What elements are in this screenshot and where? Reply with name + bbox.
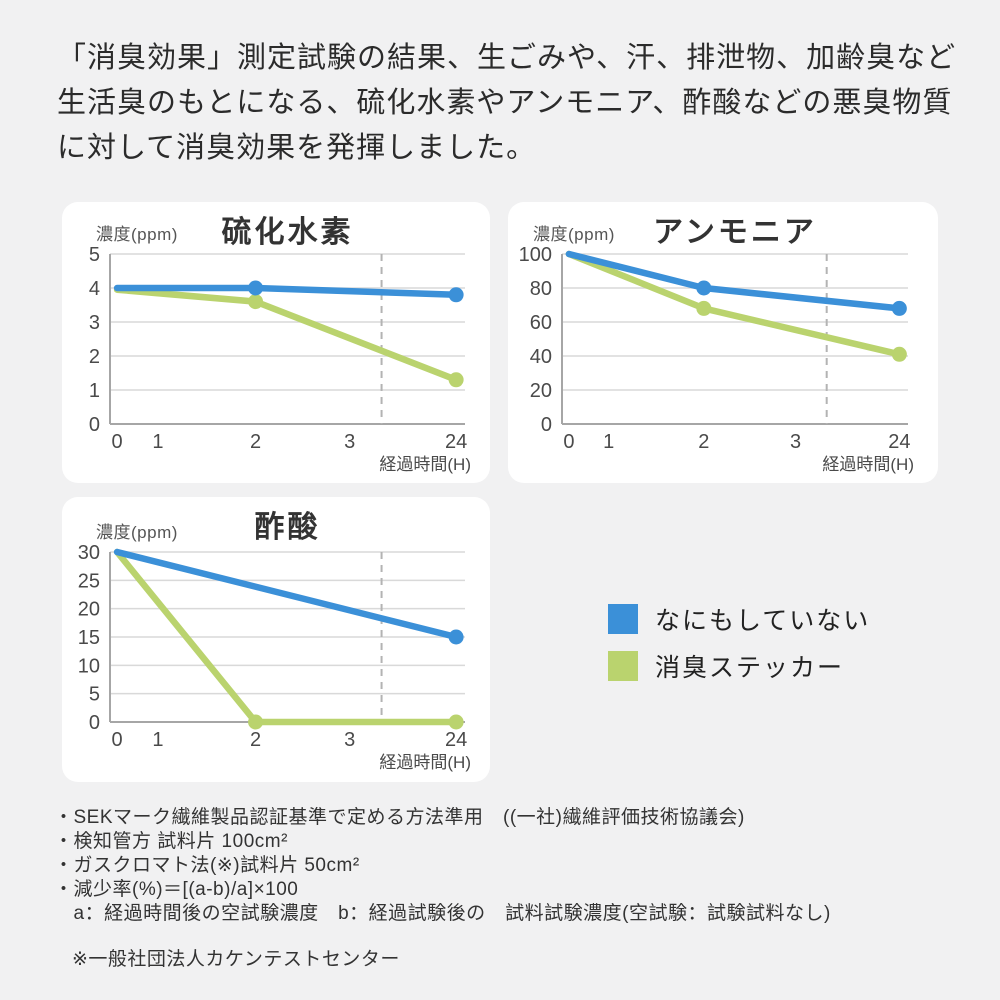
svg-text:3: 3 xyxy=(344,729,355,751)
svg-text:0: 0 xyxy=(112,431,123,453)
svg-text:2: 2 xyxy=(250,431,261,453)
legend-item-untreated: なにもしていない xyxy=(608,604,871,635)
legend-label-untreated: なにもしていない xyxy=(655,607,871,635)
legend-item-deodorant-sticker: 消臭ステッカー xyxy=(608,651,870,682)
svg-text:40: 40 xyxy=(530,346,552,368)
ammonia-line-chart: 0 20 40 60 80 100 0 1 2 3 24 経過時間(H) xyxy=(519,244,914,474)
chart-title-ammonia: アンモニア xyxy=(653,216,817,249)
footnote-line: ・ガスクロマト法(※)試料片 50cm² xyxy=(54,855,360,876)
svg-text:24: 24 xyxy=(445,431,467,453)
svg-text:1: 1 xyxy=(603,431,614,453)
svg-text:0: 0 xyxy=(563,431,574,453)
acetic-acid-line-chart: 0 5 10 15 20 25 30 0 1 2 3 24 経過時間(H) xyxy=(78,542,471,772)
svg-text:1: 1 xyxy=(89,380,100,402)
svg-text:24: 24 xyxy=(888,431,910,453)
svg-text:2: 2 xyxy=(250,729,261,751)
svg-text:1: 1 xyxy=(152,431,163,453)
svg-text:0: 0 xyxy=(541,414,552,436)
footnote-line: ・減少率(%)＝[(a-b)/a]×100 xyxy=(54,879,299,900)
intro-paragraph: 「消臭効果」測定試験の結果、生ごみや、汗、排泄物、加齢臭など生活臭のもとになる、… xyxy=(57,42,957,164)
footnotes: ・SEKマーク繊維製品認証基準で定める方法準用 ((一社)繊維評価技術協議会) … xyxy=(54,806,831,926)
svg-text:2: 2 xyxy=(89,346,100,368)
y-axis-unit-label: 濃度(ppm) xyxy=(533,225,615,244)
svg-text:20: 20 xyxy=(530,380,552,402)
svg-text:30: 30 xyxy=(78,542,100,564)
svg-text:60: 60 xyxy=(530,312,552,334)
svg-text:0: 0 xyxy=(112,729,123,751)
y-axis-unit-label: 濃度(ppm) xyxy=(96,523,178,542)
chart-title-hydrogen-sulfide: 硫化水素 xyxy=(221,216,354,249)
svg-text:経過時間(H): 経過時間(H) xyxy=(379,455,471,474)
svg-text:0: 0 xyxy=(89,414,100,436)
svg-text:2: 2 xyxy=(698,431,709,453)
hydrogen-sulfide-line-chart: 0 1 2 3 4 5 0 1 2 3 24 経過時間(H) xyxy=(89,244,471,474)
svg-text:1: 1 xyxy=(152,729,163,751)
footnote-line: ・SEKマーク繊維製品認証基準で定める方法準用 ((一社)繊維評価技術協議会) xyxy=(54,807,745,828)
svg-text:20: 20 xyxy=(78,599,100,621)
svg-text:10: 10 xyxy=(78,655,100,677)
legend-label-deodorant-sticker: 消臭ステッカー xyxy=(655,654,845,682)
chart-card-ammonia: 濃度(ppm) アンモニア 0 20 40 60 80 100 0 1 2 3 24 経過時間(H) xyxy=(508,202,938,483)
svg-text:80: 80 xyxy=(530,278,552,300)
svg-text:5: 5 xyxy=(89,244,100,266)
svg-text:3: 3 xyxy=(89,312,100,334)
testing-agency-note: ※一般社団法人カケンテストセンター xyxy=(72,949,400,970)
svg-text:24: 24 xyxy=(445,729,467,751)
svg-text:25: 25 xyxy=(78,570,100,592)
svg-text:3: 3 xyxy=(344,431,355,453)
legend: なにもしていない 消臭ステッカー xyxy=(608,604,870,698)
legend-swatch-blue xyxy=(608,604,638,634)
svg-text:5: 5 xyxy=(89,684,100,706)
legend-swatch-green xyxy=(608,651,638,681)
svg-text:100: 100 xyxy=(519,244,552,266)
svg-text:経過時間(H): 経過時間(H) xyxy=(379,753,471,772)
footnote-line: ・検知管方 試料片 100cm² xyxy=(54,831,288,852)
svg-text:4: 4 xyxy=(89,278,100,300)
chart-card-hydrogen-sulfide: 濃度(ppm) 硫化水素 0 1 2 3 4 5 0 1 2 3 24 経過時間(H) xyxy=(62,202,490,483)
svg-text:経過時間(H): 経過時間(H) xyxy=(822,455,914,474)
chart-card-acetic-acid: 濃度(ppm) 酢酸 0 5 10 15 20 25 30 0 1 2 3 24 経過時間(H) xyxy=(62,497,490,782)
svg-text:3: 3 xyxy=(790,431,801,453)
footnote-line: a：経過時間後の空試験濃度 b：経過試験後の 試料試験濃度(空試験：試験試料なし… xyxy=(54,903,831,924)
svg-text:15: 15 xyxy=(78,627,100,649)
y-axis-unit-label: 濃度(ppm) xyxy=(96,225,178,244)
chart-title-acetic-acid: 酢酸 xyxy=(254,511,321,544)
svg-text:0: 0 xyxy=(89,712,100,734)
